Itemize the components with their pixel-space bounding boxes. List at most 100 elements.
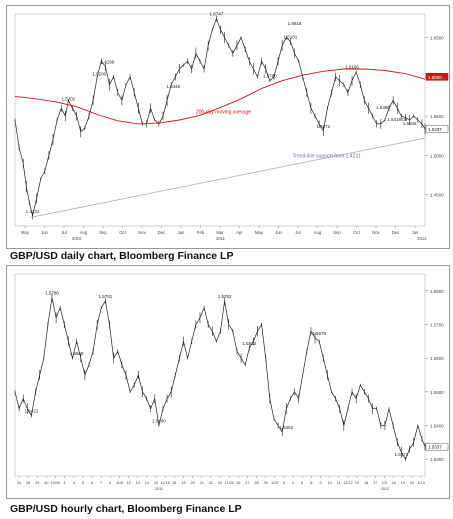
annotation-label: 1.5702 <box>62 97 76 102</box>
x-tick-label: 11 <box>337 481 341 485</box>
x-tick-label: 14 <box>145 481 149 485</box>
current-price-box <box>425 125 449 133</box>
y-tick-label: 1.5300 <box>430 457 444 462</box>
x-tick-label: 8 <box>109 481 111 485</box>
y-tick-label: 1.5700 <box>430 323 444 328</box>
annotation-label: 1.5200 <box>92 71 106 76</box>
x-tick-label: Jul <box>295 230 300 235</box>
x-tick-label: 20 <box>190 481 194 485</box>
x-tick-label: 28 <box>26 481 30 485</box>
x-tick-label: 1/13 <box>417 481 424 485</box>
x-tick-label: 4 <box>73 481 75 485</box>
ma-current-label: 1.6000 <box>428 75 442 80</box>
series-line-price <box>14 18 426 217</box>
x-tick-label: 11/8 <box>116 481 123 485</box>
annotation-label: 1.5272 <box>394 452 408 457</box>
x-tick-label: Sep <box>99 230 107 235</box>
hourly-chart-caption: GBP/USD hourly chart, Bloomberg Finance … <box>10 503 242 515</box>
x-tick-label: 26 <box>236 481 240 485</box>
x-tick-label: 1/3 <box>382 481 387 485</box>
series-line-trendline <box>30 137 426 218</box>
x-tick-label: Dec <box>392 230 399 235</box>
x-tick-label: 6 <box>310 481 312 485</box>
annotation-label: 1.5356 <box>376 105 390 110</box>
x-tick-label: 11/25 <box>225 481 234 485</box>
y-tick-label: 1.5800 <box>430 289 444 294</box>
x-tick-label: Nov <box>138 230 146 235</box>
x-tick-label: 4 <box>292 481 294 485</box>
x-tick-label: 21 <box>200 481 204 485</box>
x-tick-label: 12 <box>127 481 131 485</box>
x-tick-label: Aug <box>80 230 88 235</box>
y-tick-label: 1.5000 <box>430 153 444 158</box>
x-tick-label: 13 <box>136 481 140 485</box>
x-tick-label: 29 <box>35 481 39 485</box>
x-tick-label: Sep <box>333 230 341 235</box>
x-tick-label: 30 <box>44 481 48 485</box>
annotation-label: 1.5513 <box>242 341 256 346</box>
x-tick-label: 1 <box>64 481 66 485</box>
x-tick-label: 16 <box>364 481 368 485</box>
y-tick-label: 1.5400 <box>430 424 444 429</box>
annotation-label: 1.5780 <box>263 74 277 79</box>
current-price-label: 1.5337 <box>428 445 442 450</box>
ma-current-box <box>425 73 449 81</box>
x-tick-label: Dec <box>158 230 165 235</box>
plot-area <box>14 13 426 227</box>
x-tick-label: 5 <box>82 481 84 485</box>
x-tick-label: 28 <box>254 481 258 485</box>
x-tick-label: Feb <box>197 230 205 235</box>
x-tick-label: 22 <box>209 481 213 485</box>
annotation-label: 1.6618 <box>288 21 302 26</box>
x-tick-label: Nov <box>372 230 380 235</box>
y-tick-label: 1.5500 <box>430 114 444 119</box>
x-tick-label: 18 <box>391 481 395 485</box>
x-tick-label: 17 <box>373 481 377 485</box>
x-tick-label: Jan <box>412 230 419 235</box>
annotation-label: 1.5419/09 <box>387 117 408 122</box>
x-tick-label: 19 <box>181 481 185 485</box>
annotation-label: 1.5781 <box>99 294 113 299</box>
x-year-label: 2011 <box>216 236 226 241</box>
x-tick-label: 5 <box>301 481 303 485</box>
annotation-label: 1.5400 <box>152 419 166 424</box>
annotation-label: 1.5272 <box>316 124 330 129</box>
x-tick-label: 10/30 <box>51 481 61 485</box>
daily-chart-panel: 1.65001.60001.55001.50001.45001.53371.60… <box>6 5 450 249</box>
annotation-label: 1.5780 <box>45 291 59 296</box>
x-tick-label: 19 <box>401 481 405 485</box>
x-tick-label: 13 <box>355 481 359 485</box>
daily-chart-caption: GBP/USD daily chart, Bloomberg Finance L… <box>10 250 234 262</box>
x-tick-label: 15 <box>154 481 158 485</box>
current-price-label: 1.5337 <box>428 127 442 132</box>
x-tick-label: Jun <box>41 230 48 235</box>
annotation-label: 1.6298 <box>101 60 115 65</box>
plot-area <box>14 273 426 477</box>
y-tick-label: 1.5500 <box>430 390 444 395</box>
annotation-label: 1.5679 <box>312 331 326 336</box>
annotation-label: 1.5421 <box>25 408 39 413</box>
annotation-label: 1.4231 <box>26 209 40 214</box>
hourly-chart: 1.5800 1.5700 1.5600 1.5500 1.5400 1.5300 1.53… <box>14 273 449 491</box>
x-year-label: 2012 <box>417 236 427 241</box>
x-tick-label: 11/15 <box>161 481 170 485</box>
x-tick-label: 20 <box>410 481 414 485</box>
annotation-label: 1.5306 <box>403 121 417 126</box>
x-tick-label: Jun <box>275 230 282 235</box>
x-tick-label: 24 <box>17 481 21 485</box>
annotation-label: Trend-line support from 1.4231 <box>292 154 361 160</box>
annotation-label: 1.5508 <box>70 351 84 356</box>
x-year-label: 2011 <box>155 486 164 491</box>
x-tick-label: Apr <box>236 230 243 235</box>
x-tick-label: 12/12 <box>343 481 353 485</box>
series-line-moving-average <box>14 68 426 125</box>
daily-chart: 1.65001.60001.55001.50001.45001.53371.60… <box>14 12 449 241</box>
x-tick-label: May <box>21 230 30 235</box>
y-tick-label: 1.4500 <box>430 193 444 198</box>
x-tick-label: 10 <box>328 481 332 485</box>
x-tick-label: May <box>255 230 264 235</box>
annotation-label: 200-day moving average <box>196 110 251 116</box>
x-tick-label: 7 <box>100 481 102 485</box>
current-price-box <box>425 442 449 451</box>
annotation-label: 1.5362 <box>279 425 293 430</box>
